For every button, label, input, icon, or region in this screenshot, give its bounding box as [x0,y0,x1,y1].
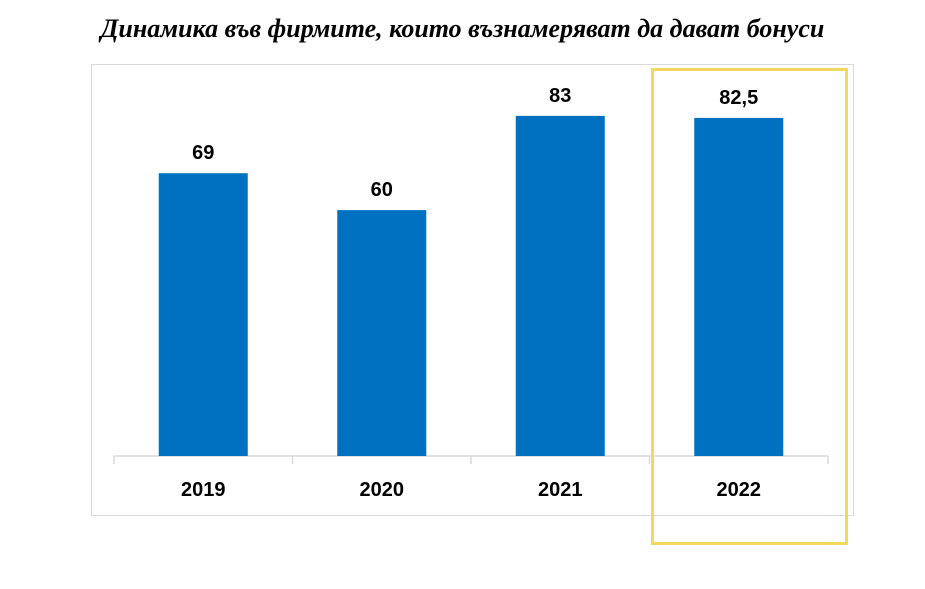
bar-2020 [337,210,427,456]
x-tick-label-2021: 2021 [538,479,583,501]
bar-2021 [515,115,605,456]
highlight-box-2022 [651,68,848,545]
data-label-2022: 82,5 [719,87,758,109]
bars [158,115,784,456]
x-tick-label-2020: 2020 [360,479,405,501]
x-tick-label-2019: 2019 [181,479,226,501]
x-tick-label-2022: 2022 [717,479,762,501]
data-label-2019: 69 [192,142,214,164]
bar-2022 [694,117,784,456]
data-label-2020: 60 [371,179,393,201]
bar-2019 [158,173,248,456]
data-label-2021: 83 [549,85,571,107]
labels: 69 2019 60 2020 83 2021 82,5 2022 [181,85,761,501]
chart-title: Динамика във фирмите, които възнамеряват… [100,14,825,43]
